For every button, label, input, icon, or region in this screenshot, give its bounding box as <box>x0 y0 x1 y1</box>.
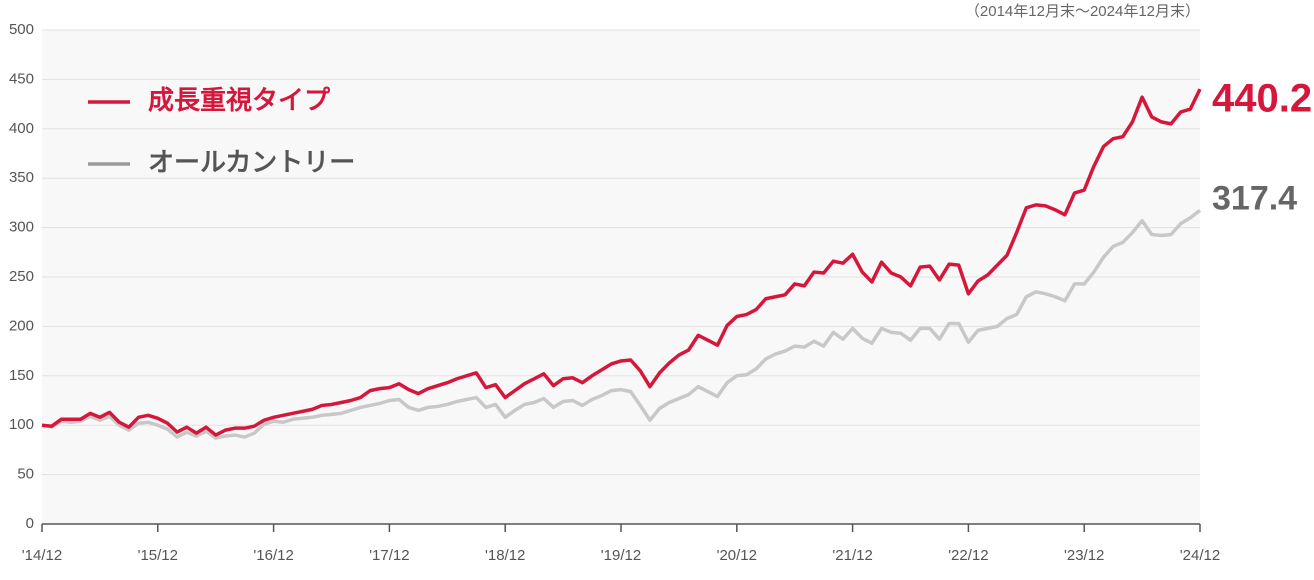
x-tick-label: '19/12 <box>601 547 641 564</box>
x-tick-label: '20/12 <box>717 547 757 564</box>
y-tick-label: 100 <box>9 416 34 433</box>
x-tick-label: '22/12 <box>948 547 988 564</box>
x-tick-label: '15/12 <box>138 547 178 564</box>
x-tick-label: '16/12 <box>253 547 293 564</box>
legend-label: オールカントリー <box>148 147 355 177</box>
end-label: 440.2 <box>1212 77 1312 121</box>
y-tick-label: 500 <box>9 21 34 38</box>
x-tick-label: '21/12 <box>832 547 872 564</box>
line-series <box>41 88 1202 437</box>
x-tick-label: '24/12 <box>1180 547 1220 564</box>
end-label: 317.4 <box>1212 179 1297 217</box>
y-tick-label: 50 <box>17 466 34 483</box>
y-tick-label: 450 <box>9 70 34 87</box>
y-tick-label: 400 <box>9 120 34 137</box>
y-tick-label: 200 <box>9 317 34 334</box>
x-tick-label: '14/12 <box>22 547 62 564</box>
legend-label: 成長重視タイプ <box>148 85 331 115</box>
x-tick-label: '18/12 <box>485 547 525 564</box>
line-series <box>41 209 1202 440</box>
x-tick-label: '23/12 <box>1064 547 1104 564</box>
y-tick-label: 0 <box>26 515 34 532</box>
y-tick-label: 150 <box>9 367 34 384</box>
chart-subtitle: （2014年12月末～2024年12月末） <box>965 3 1200 20</box>
y-tick-label: 350 <box>9 169 34 186</box>
x-tick-label: '17/12 <box>369 547 409 564</box>
y-tick-label: 250 <box>9 268 34 285</box>
y-tick-label: 300 <box>9 219 34 236</box>
